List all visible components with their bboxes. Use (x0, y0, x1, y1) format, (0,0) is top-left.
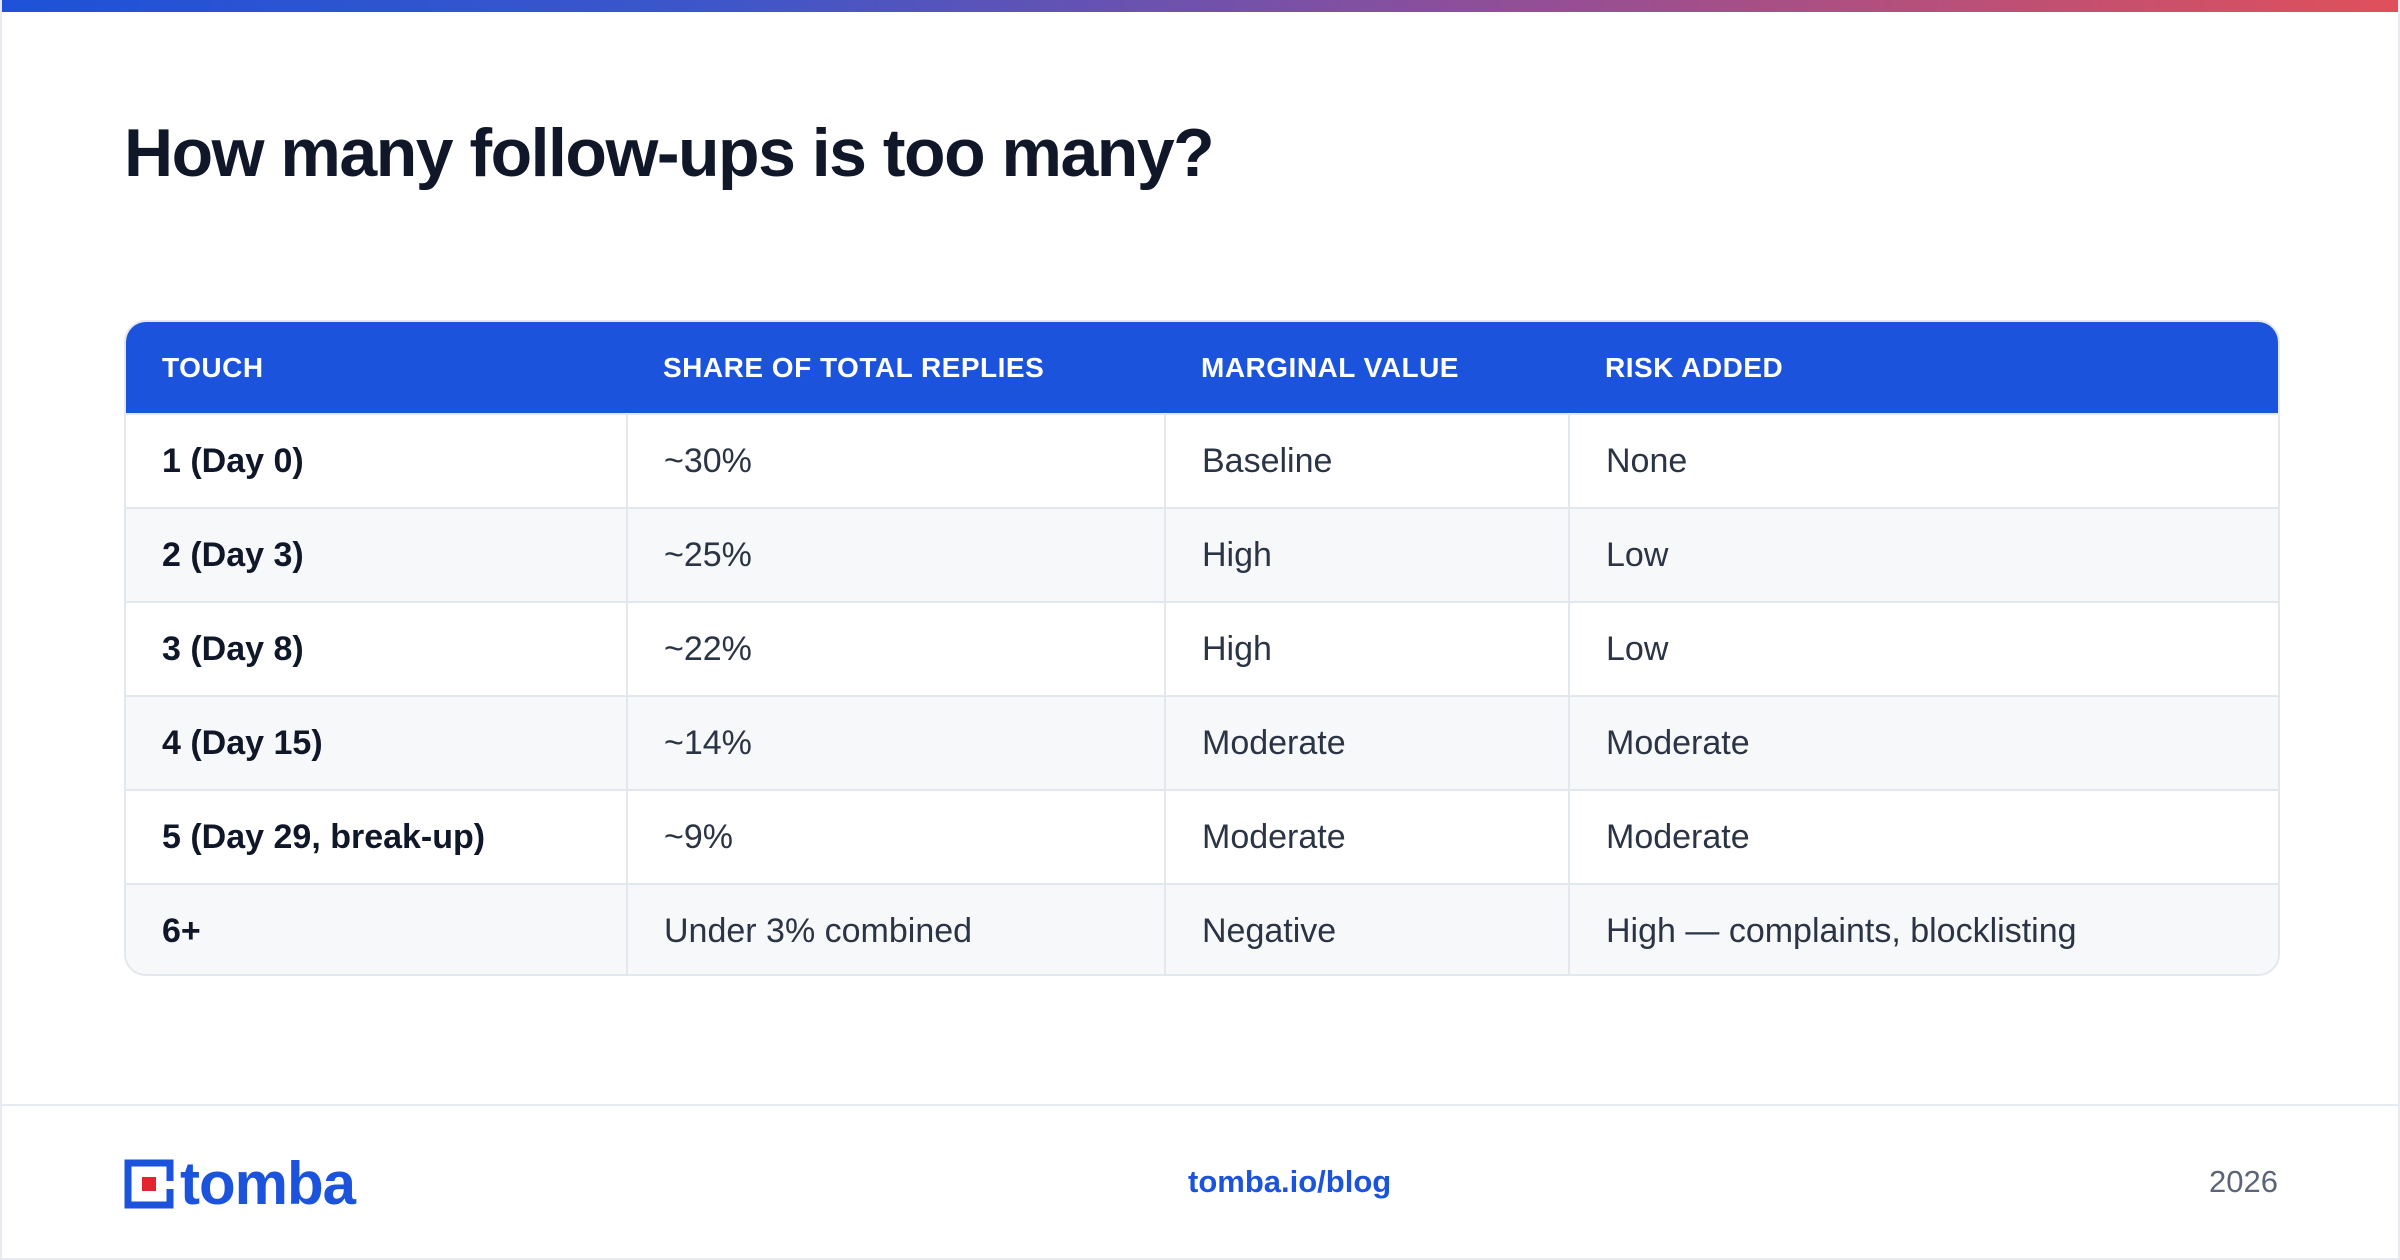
touch-cell: 4 (Day 15) (162, 723, 323, 762)
touch-cell: 3 (Day 8) (162, 629, 304, 668)
column-header-share: SHARE OF TOTAL REPLIES (663, 351, 1045, 383)
marginal-value-cell: Moderate (1164, 696, 1569, 790)
share-cell: ~25% (626, 508, 1165, 602)
logo-wordmark: tomba (180, 1150, 356, 1217)
marginal-value-cell: High (1164, 508, 1569, 602)
share-cell: ~22% (626, 602, 1165, 696)
risk-cell: Moderate (1568, 696, 2278, 790)
share-cell: ~30% (626, 414, 1165, 508)
touch-cell: 2 (Day 3) (162, 535, 304, 574)
tomba-logo[interactable]: tomba (124, 1150, 356, 1217)
marginal-value-cell: Baseline (1164, 414, 1569, 508)
table-row: 4 (Day 15) ~14% Moderate Moderate (126, 696, 2278, 790)
follow-up-table: TOUCH SHARE OF TOTAL REPLIES MARGINAL VA… (126, 322, 2278, 974)
share-cell: ~14% (626, 696, 1165, 790)
column-header-touch: TOUCH (162, 351, 264, 383)
risk-cell: Low (1568, 508, 2278, 602)
follow-up-table-card: TOUCH SHARE OF TOTAL REPLIES MARGINAL VA… (124, 320, 2280, 976)
table-row: 1 (Day 0) ~30% Baseline None (126, 414, 2278, 508)
risk-cell: High — complaints, blocklisting (1568, 884, 2278, 974)
blog-link[interactable]: tomba.io/blog (1188, 1164, 1392, 1199)
touch-cell: 6+ (162, 912, 201, 950)
marginal-value-cell: Moderate (1164, 790, 1569, 884)
table-header: TOUCH SHARE OF TOTAL REPLIES MARGINAL VA… (126, 322, 2278, 414)
marginal-value-cell: Negative (1164, 884, 1569, 974)
table-header-row: TOUCH SHARE OF TOTAL REPLIES MARGINAL VA… (126, 322, 2278, 414)
footer-year: 2026 (2209, 1164, 2278, 1199)
column-header-risk: RISK ADDED (1605, 351, 1784, 383)
share-cell: Under 3% combined (626, 884, 1165, 974)
footer: tomba tomba.io/blog 2026 (2, 1104, 2398, 1258)
share-cell: ~9% (626, 790, 1165, 884)
table-body: 1 (Day 0) ~30% Baseline None 2 (Day 3) ~… (126, 414, 2278, 974)
risk-cell: None (1568, 414, 2278, 508)
table-row: 3 (Day 8) ~22% High Low (126, 602, 2278, 696)
risk-cell: Moderate (1568, 790, 2278, 884)
tomba-logo-mark-icon (124, 1159, 174, 1209)
gradient-top-bar (2, 0, 2398, 12)
touch-cell: 1 (Day 0) (162, 441, 304, 480)
table-row: 5 (Day 29, break-up) ~9% Moderate Modera… (126, 790, 2278, 884)
page-title: How many follow-ups is too many? (124, 115, 1215, 191)
column-header-marginal-value: MARGINAL VALUE (1201, 351, 1459, 383)
table-row: 2 (Day 3) ~25% High Low (126, 508, 2278, 602)
table-row: 6+ Under 3% combined Negative High — com… (126, 884, 2278, 974)
marginal-value-cell: High (1164, 602, 1569, 696)
risk-cell: Low (1568, 602, 2278, 696)
touch-cell: 5 (Day 29, break-up) (162, 817, 486, 856)
